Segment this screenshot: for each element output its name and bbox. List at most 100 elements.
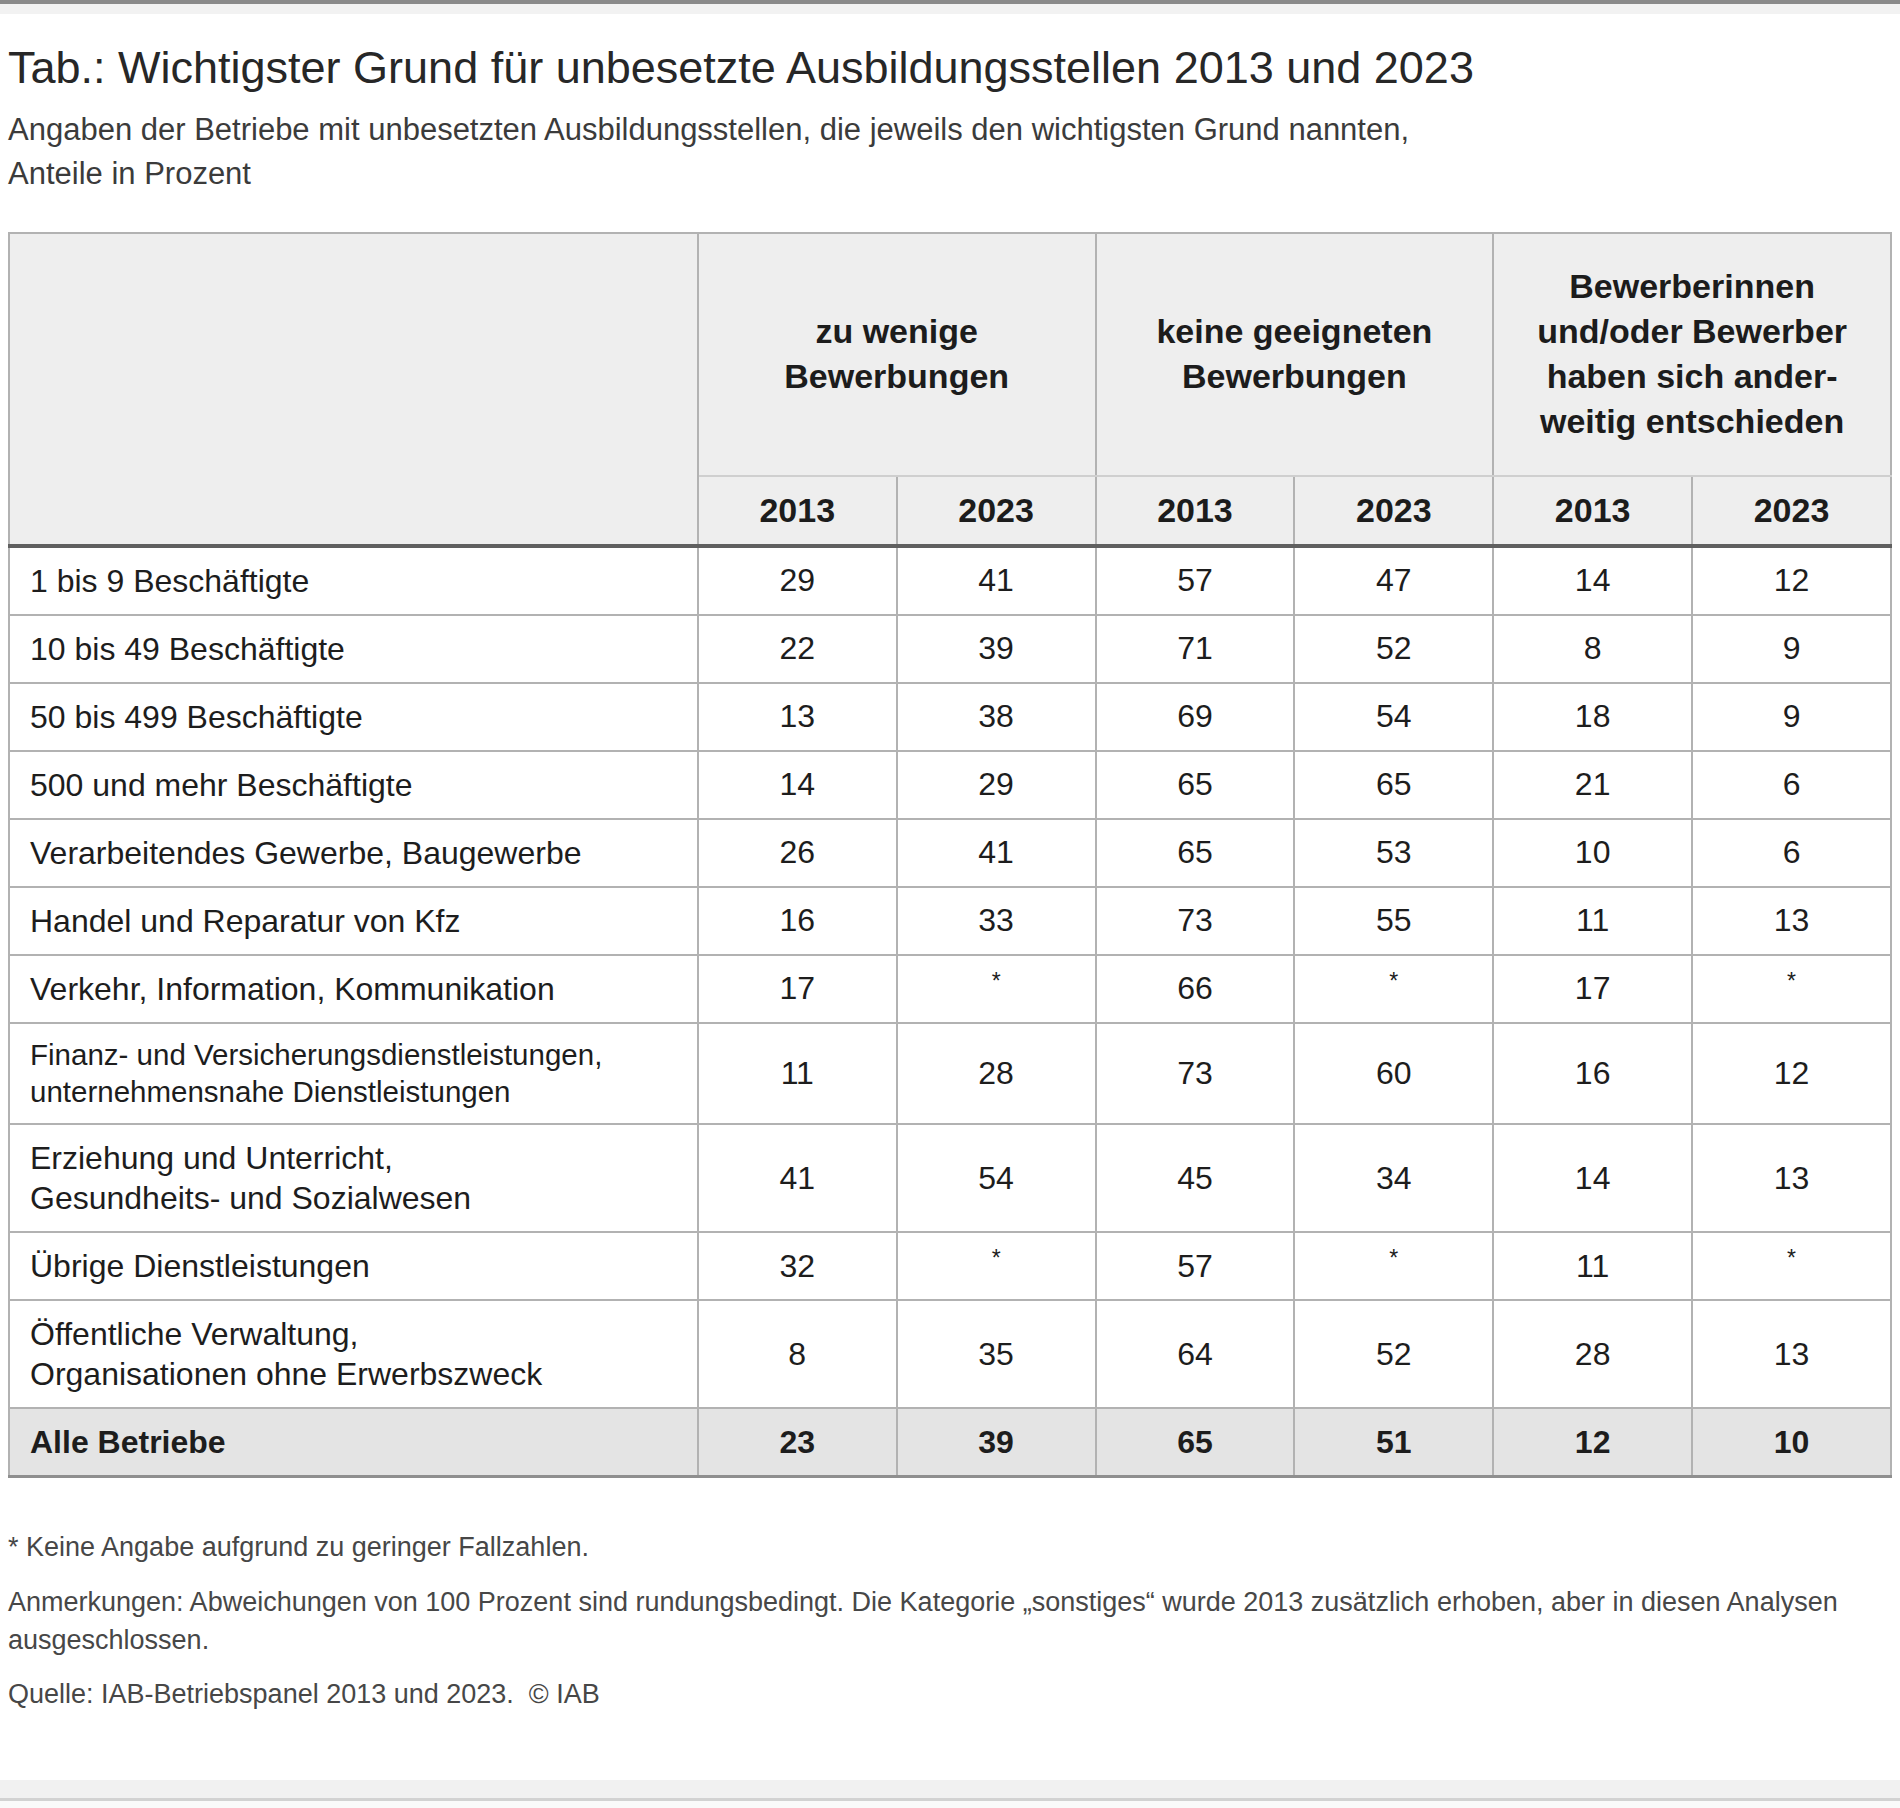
- column-group-header: zu wenige Bewerbungen: [698, 233, 1096, 476]
- value-cell: 8: [1493, 615, 1692, 683]
- value-cell: 12: [1692, 546, 1891, 615]
- value-cell: 6: [1692, 751, 1891, 819]
- year-header: 2023: [1294, 476, 1493, 546]
- value-cell: 16: [698, 887, 897, 955]
- value-cell: 17: [1493, 955, 1692, 1023]
- value-cell-suppressed: *: [1692, 955, 1891, 1023]
- table-row: 1 bis 9 Beschäftigte294157471412: [9, 546, 1891, 615]
- value-cell: 65: [1096, 819, 1295, 887]
- value-cell: 47: [1294, 546, 1493, 615]
- year-header: 2013: [698, 476, 897, 546]
- value-cell: 69: [1096, 683, 1295, 751]
- reasons-table: zu wenige Bewerbungenkeine geeigneten Be…: [8, 232, 1892, 1479]
- value-cell-suppressed: *: [1294, 955, 1493, 1023]
- value-cell: 28: [897, 1023, 1096, 1125]
- value-cell: 26: [698, 819, 897, 887]
- total-row: Alle Betriebe233965511210: [9, 1408, 1891, 1477]
- value-cell: 54: [897, 1124, 1096, 1232]
- value-cell: 10: [1692, 1408, 1891, 1477]
- value-cell: 16: [1493, 1023, 1692, 1125]
- value-cell: 11: [1493, 887, 1692, 955]
- footnote-source: Quelle: IAB-Betriebspanel 2013 und 2023.…: [8, 1675, 1888, 1713]
- value-cell: 39: [897, 615, 1096, 683]
- table-row: Übrige Dienstleistungen32*57*11*: [9, 1232, 1891, 1300]
- value-cell-suppressed: *: [1692, 1232, 1891, 1300]
- value-cell: 52: [1294, 615, 1493, 683]
- value-cell: 65: [1096, 1408, 1295, 1477]
- row-label: Verkehr, Information, Kommunikation: [9, 955, 698, 1023]
- figure-container: Tab.: Wichtigster Grund für unbesetzte A…: [0, 0, 1900, 1714]
- value-cell: 13: [1692, 1300, 1891, 1408]
- table-header: zu wenige Bewerbungenkeine geeigneten Be…: [9, 233, 1891, 546]
- value-cell: 64: [1096, 1300, 1295, 1408]
- value-cell: 73: [1096, 1023, 1295, 1125]
- value-cell: 66: [1096, 955, 1295, 1023]
- table-row: Verkehr, Information, Kommunikation17*66…: [9, 955, 1891, 1023]
- table-row: Handel und Reparatur von Kfz163373551113: [9, 887, 1891, 955]
- value-cell-suppressed: *: [897, 1232, 1096, 1300]
- row-label: Finanz- und Versicherungsdienstleistunge…: [9, 1023, 698, 1125]
- value-cell: 41: [698, 1124, 897, 1232]
- value-cell: 23: [698, 1408, 897, 1477]
- value-cell: 41: [897, 819, 1096, 887]
- value-cell: 11: [1493, 1232, 1692, 1300]
- value-cell: 34: [1294, 1124, 1493, 1232]
- row-label: 10 bis 49 Beschäftigte: [9, 615, 698, 683]
- value-cell: 17: [698, 955, 897, 1023]
- value-cell: 8: [698, 1300, 897, 1408]
- value-cell: 65: [1294, 751, 1493, 819]
- value-cell: 12: [1493, 1408, 1692, 1477]
- value-cell: 29: [698, 546, 897, 615]
- column-group-header: Bewerberinnen und/oder Bewerber haben si…: [1493, 233, 1891, 476]
- window-bottom-band: [0, 1780, 1900, 1801]
- value-cell-suppressed: *: [897, 955, 1096, 1023]
- value-cell: 14: [698, 751, 897, 819]
- value-cell: 54: [1294, 683, 1493, 751]
- value-cell: 52: [1294, 1300, 1493, 1408]
- value-cell: 14: [1493, 546, 1692, 615]
- value-cell: 55: [1294, 887, 1493, 955]
- row-label: 50 bis 499 Beschäftigte: [9, 683, 698, 751]
- window-bottom-strip: [0, 1780, 1900, 1808]
- value-cell: 51: [1294, 1408, 1493, 1477]
- page: { "page": { "title": "Tab.: Wichtigster …: [0, 0, 1900, 1808]
- table-row: Finanz- und Versicherungsdienstleistunge…: [9, 1023, 1891, 1125]
- value-cell: 32: [698, 1232, 897, 1300]
- value-cell: 18: [1493, 683, 1692, 751]
- value-cell: 13: [698, 683, 897, 751]
- value-cell: 53: [1294, 819, 1493, 887]
- value-cell: 21: [1493, 751, 1692, 819]
- table-row: 500 und mehr Beschäftigte14296565216: [9, 751, 1891, 819]
- column-group-row: zu wenige Bewerbungenkeine geeigneten Be…: [9, 233, 1891, 476]
- value-cell: 14: [1493, 1124, 1692, 1232]
- value-cell: 39: [897, 1408, 1096, 1477]
- value-cell: 9: [1692, 683, 1891, 751]
- corner-cell: [9, 233, 698, 546]
- value-cell: 73: [1096, 887, 1295, 955]
- value-cell: 38: [897, 683, 1096, 751]
- row-label: Handel und Reparatur von Kfz: [9, 887, 698, 955]
- value-cell: 57: [1096, 1232, 1295, 1300]
- table-row: 50 bis 499 Beschäftigte13386954189: [9, 683, 1891, 751]
- value-cell: 10: [1493, 819, 1692, 887]
- row-label: Verarbeitendes Gewerbe, Baugewerbe: [9, 819, 698, 887]
- table-body: 1 bis 9 Beschäftigte29415747141210 bis 4…: [9, 546, 1891, 1477]
- column-group-header: keine geeigneten Bewerbungen: [1096, 233, 1494, 476]
- year-header: 2023: [897, 476, 1096, 546]
- value-cell: 28: [1493, 1300, 1692, 1408]
- value-cell: 22: [698, 615, 897, 683]
- page-title: Tab.: Wichtigster Grund für unbesetzte A…: [8, 0, 1892, 94]
- table-row: Verarbeitendes Gewerbe, Baugewerbe264165…: [9, 819, 1891, 887]
- value-cell: 65: [1096, 751, 1295, 819]
- value-cell: 71: [1096, 615, 1295, 683]
- row-label: Übrige Dienstleistungen: [9, 1232, 698, 1300]
- value-cell: 41: [897, 546, 1096, 615]
- value-cell: 9: [1692, 615, 1891, 683]
- table-row: Öffentliche Verwaltung, Organisationen o…: [9, 1300, 1891, 1408]
- value-cell: 57: [1096, 546, 1295, 615]
- row-label: Öffentliche Verwaltung, Organisationen o…: [9, 1300, 698, 1408]
- year-header: 2013: [1493, 476, 1692, 546]
- value-cell: 35: [897, 1300, 1096, 1408]
- value-cell: 60: [1294, 1023, 1493, 1125]
- table-row: Erziehung und Unterricht, Gesundheits- u…: [9, 1124, 1891, 1232]
